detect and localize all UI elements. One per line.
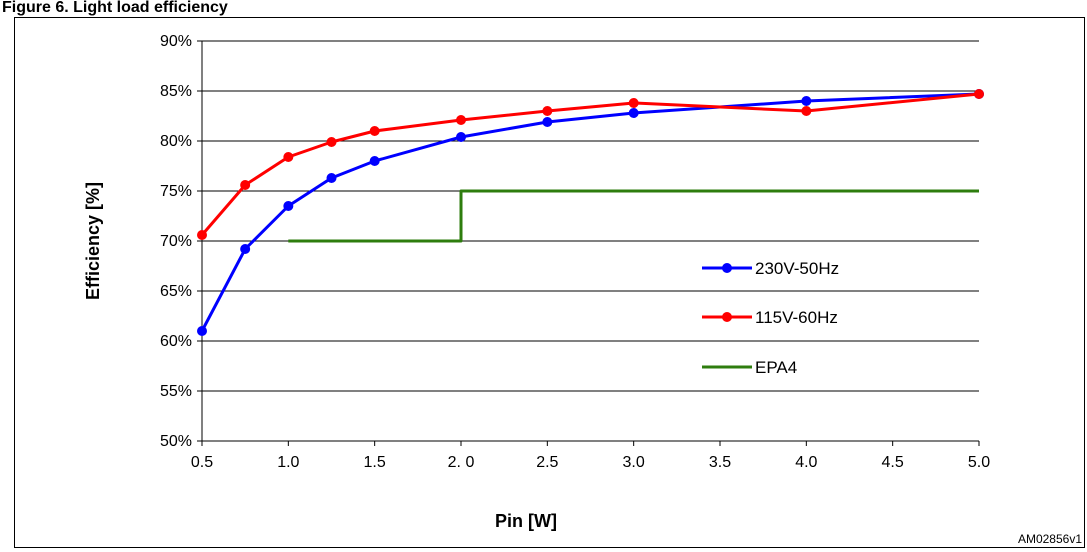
data-point-230v-50hz	[801, 96, 812, 106]
series-line-epa4	[288, 189, 979, 243]
data-point-115v-60hz	[283, 152, 294, 162]
legend-label-115v-60hz: 115V-60Hz	[755, 308, 838, 327]
x-tick-label: 1.5	[364, 454, 386, 471]
y-tick-label: 85%	[160, 83, 192, 100]
data-point-115v-60hz	[326, 137, 337, 147]
data-point-115v-60hz	[240, 180, 251, 190]
data-point-115v-60hz	[628, 98, 639, 108]
x-tick-label: 4.0	[795, 454, 817, 471]
legend-label-230v-50hz: 230V-50Hz	[755, 259, 839, 278]
legend-marker-115v-60hz	[722, 312, 732, 322]
x-tick-label: 4.5	[882, 454, 904, 471]
data-point-115v-60hz	[197, 230, 207, 240]
data-point-115v-60hz	[801, 106, 812, 116]
series-line-115v-60hz	[200, 92, 980, 236]
data-point-230v-50hz	[628, 108, 639, 118]
x-tick-label: 3.5	[709, 454, 731, 471]
x-axis-title: Pin [W]	[495, 511, 557, 531]
data-point-230v-50hz	[369, 156, 380, 166]
data-point-115v-60hz	[974, 89, 984, 99]
data-point-230v-50hz	[326, 173, 337, 183]
x-tick-label: 5.0	[968, 454, 990, 471]
legend-marker-230v-50hz	[722, 263, 732, 273]
y-tick-label: 60%	[160, 333, 192, 350]
x-tick-label: 1.0	[277, 454, 299, 471]
y-tick-label: 75%	[160, 183, 192, 200]
y-tick-label: 80%	[160, 133, 192, 150]
x-tick-label: 3.0	[623, 454, 645, 471]
figure-frame	[14, 17, 1085, 548]
data-series	[197, 89, 984, 336]
y-tick-label: 70%	[160, 233, 192, 250]
data-point-230v-50hz	[542, 117, 553, 127]
x-tick-label: 2.5	[536, 454, 558, 471]
x-tick-label: 0.5	[191, 454, 213, 471]
figure-heading: Figure 6. Light load efficiency	[2, 0, 228, 16]
data-point-230v-50hz	[283, 201, 294, 211]
x-tick-labels: 0.5 1.0 1.5 2. 0 2.5 3.0 3.5 4.0 4.5 5.0	[191, 454, 990, 471]
data-point-115v-60hz	[542, 106, 553, 116]
y-tick-label: 90%	[160, 33, 192, 50]
y-axis-title: Efficiency [%]	[83, 182, 103, 300]
y-tick-label: 65%	[160, 283, 192, 300]
data-point-230v-50hz	[456, 132, 466, 142]
axes	[197, 40, 980, 446]
data-point-230v-50hz	[197, 326, 207, 336]
figure-code: AM02856v1	[1018, 532, 1082, 546]
y-tick-label: 55%	[160, 383, 192, 400]
data-point-115v-60hz	[369, 126, 380, 136]
y-tick-labels: 50% 55% 60% 65% 70% 75% 80% 85% 90%	[160, 33, 192, 450]
data-point-115v-60hz	[456, 115, 466, 125]
legend: 230V-50Hz 115V-60Hz EPA4	[702, 259, 839, 377]
data-point-230v-50hz	[240, 244, 251, 254]
legend-label-epa4: EPA4	[755, 358, 797, 377]
y-tick-label: 50%	[160, 433, 192, 450]
x-tick-label: 2. 0	[448, 454, 475, 471]
